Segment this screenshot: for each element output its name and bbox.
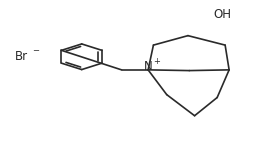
Text: OH: OH — [213, 8, 231, 21]
Text: Br: Br — [15, 50, 28, 62]
Text: N: N — [144, 60, 152, 74]
Text: +: + — [154, 57, 160, 66]
Text: −: − — [32, 46, 39, 55]
